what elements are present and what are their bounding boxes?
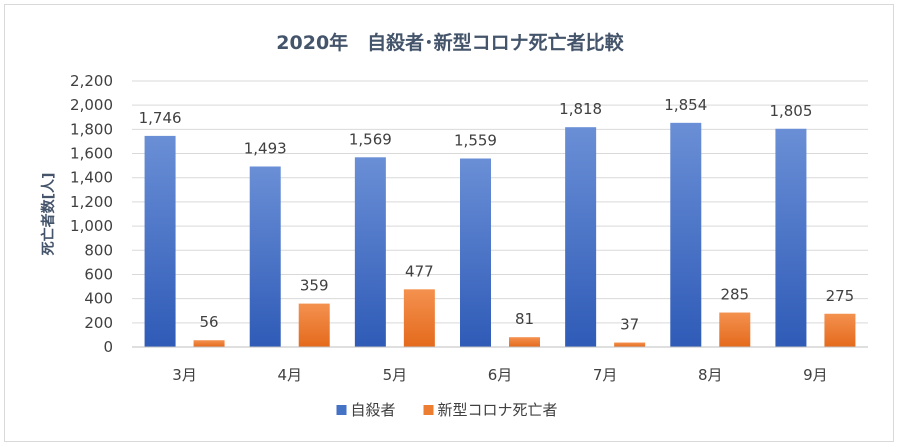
- y-tick-label: 1,800: [70, 120, 113, 138]
- data-label: 285: [720, 286, 749, 304]
- legend: 自殺者 新型コロナ死亡者: [336, 401, 558, 419]
- data-labels: 1,746 56 1,493 359 1,569 477 1,559 81 1,818 37 1,8…: [139, 96, 855, 334]
- data-label: 1,493: [244, 139, 287, 157]
- x-tick-label: 8月: [698, 366, 723, 384]
- x-tick-label: 9月: [803, 366, 828, 384]
- data-label: 37: [620, 316, 639, 334]
- bar: [719, 312, 751, 347]
- bar: [614, 342, 646, 347]
- legend-label: 新型コロナ死亡者: [438, 401, 558, 419]
- data-label: 1,569: [349, 130, 392, 148]
- bar: [193, 340, 225, 347]
- y-tick-label: 400: [84, 290, 113, 308]
- data-label: 359: [300, 277, 329, 295]
- bar: [670, 122, 702, 347]
- legend-label: 自殺者: [351, 401, 396, 419]
- y-tick-label: 0: [103, 338, 113, 356]
- y-tick-label: 600: [84, 265, 113, 283]
- data-label: 1,746: [139, 109, 182, 127]
- bar: [298, 303, 330, 347]
- bar: [460, 158, 491, 347]
- bar: [509, 337, 540, 347]
- y-tick-label: 2,200: [70, 72, 113, 90]
- x-tick-label: 6月: [488, 366, 513, 384]
- y-axis-ticks: 0 200 400 600 800 1,000 1,200 1,400 1,600 1,800 2,…: [70, 72, 113, 356]
- bar: [354, 157, 386, 347]
- data-label: 275: [826, 287, 855, 305]
- bar: [775, 128, 807, 347]
- data-label: 56: [200, 313, 219, 331]
- y-tick-label: 2,000: [70, 96, 113, 114]
- data-label: 1,854: [664, 96, 707, 114]
- y-tick-label: 200: [84, 314, 113, 332]
- y-tick-label: 1,000: [70, 217, 113, 235]
- data-label: 1,559: [454, 132, 497, 150]
- x-tick-label: 5月: [383, 366, 408, 384]
- chart-title: 2020年 自殺者･新型コロナ死亡者比較: [276, 31, 624, 54]
- y-tick-label: 1,400: [70, 169, 113, 187]
- x-tick-label: 4月: [277, 366, 302, 384]
- y-tick-label: 1,200: [70, 193, 113, 211]
- legend-swatch: [423, 405, 434, 415]
- x-tick-label: 3月: [172, 366, 197, 384]
- bar: [824, 313, 856, 347]
- data-label: 1,818: [559, 100, 602, 118]
- y-axis-label: 死亡者数[人]: [40, 173, 57, 257]
- legend-swatch: [336, 405, 347, 415]
- y-tick-label: 800: [84, 241, 113, 259]
- bar: [403, 289, 435, 347]
- y-tick-label: 1,600: [70, 145, 113, 163]
- data-label: 81: [515, 310, 534, 328]
- data-label: 1,805: [769, 102, 812, 120]
- bars: [144, 122, 856, 347]
- x-tick-label: 7月: [593, 366, 618, 384]
- bar: [565, 127, 597, 347]
- gridlines: [132, 80, 868, 324]
- data-label: 477: [405, 262, 434, 280]
- x-axis-ticks: 3月 4月 5月 6月 7月 8月 9月: [172, 366, 827, 384]
- bar: [249, 166, 281, 347]
- bar: [144, 135, 176, 347]
